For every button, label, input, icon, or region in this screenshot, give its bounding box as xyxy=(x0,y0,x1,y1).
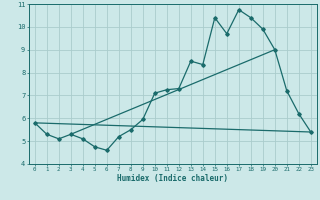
X-axis label: Humidex (Indice chaleur): Humidex (Indice chaleur) xyxy=(117,174,228,183)
